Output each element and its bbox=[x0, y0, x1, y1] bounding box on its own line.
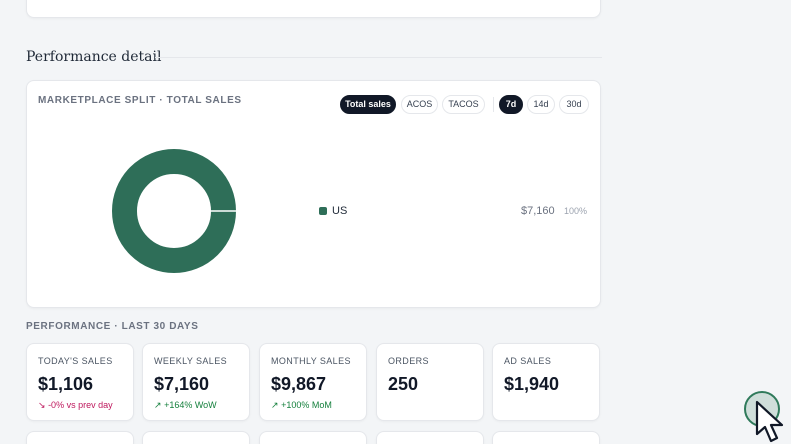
metric-value: $1,940 bbox=[504, 374, 560, 394]
metric-card-partial bbox=[259, 431, 367, 444]
section-divider bbox=[155, 57, 602, 58]
metric-delta: ↘ -0% vs prev day bbox=[38, 400, 113, 411]
donut-slice-us[interactable] bbox=[112, 149, 236, 273]
arrow-down-right-icon: ↘ bbox=[38, 400, 46, 410]
legend-swatch-us bbox=[319, 207, 327, 215]
metric-card-todays-sales[interactable]: TODAY'S SALES $1,106 ↘ -0% vs prev day bbox=[26, 343, 134, 421]
metric-card-ad-sales[interactable]: AD SALES $1,940 bbox=[492, 343, 600, 421]
tab-divider bbox=[493, 97, 494, 112]
metric-card-partial bbox=[26, 431, 134, 444]
metric-card-orders[interactable]: ORDERS 250 bbox=[376, 343, 484, 421]
range-30d[interactable]: 30d bbox=[559, 95, 589, 114]
metric-card-partial bbox=[492, 431, 600, 444]
section-title: Performance detail bbox=[26, 49, 162, 65]
metric-delta-text: -0% vs prev day bbox=[48, 400, 113, 410]
tab-acos[interactable]: ACOS bbox=[401, 95, 438, 114]
metric-label: TODAY'S SALES bbox=[38, 356, 113, 366]
marketplace-donut-chart bbox=[112, 149, 237, 273]
tab-total-sales[interactable]: Total sales bbox=[340, 95, 396, 114]
metric-delta: ↗ +164% WoW bbox=[154, 400, 217, 411]
marketplace-split-title: MARKETPLACE SPLIT · TOTAL SALES bbox=[38, 95, 242, 106]
metric-value: $1,106 bbox=[38, 374, 94, 394]
arrow-up-right-icon: ↗ bbox=[154, 400, 162, 410]
metric-delta: ↗ +100% MoM bbox=[271, 400, 332, 411]
metric-delta-text: +100% MoM bbox=[281, 400, 332, 410]
metric-label: WEEKLY SALES bbox=[154, 356, 227, 366]
range-14d[interactable]: 14d bbox=[527, 95, 555, 114]
metric-value: $9,867 bbox=[271, 374, 327, 394]
marketplace-split-card: MARKETPLACE SPLIT · TOTAL SALES Total sa… bbox=[26, 80, 601, 308]
legend-label-us: US bbox=[332, 205, 348, 217]
metric-label: ORDERS bbox=[388, 356, 429, 366]
metric-value: $7,160 bbox=[154, 374, 210, 394]
performance-title: PERFORMANCE · LAST 30 DAYS bbox=[26, 321, 199, 332]
metric-label: AD SALES bbox=[504, 356, 552, 366]
metric-delta-text: +164% WoW bbox=[164, 400, 217, 410]
metric-card-partial bbox=[142, 431, 250, 444]
legend-value-us: $7,160 bbox=[521, 205, 555, 217]
summary-card-top bbox=[26, 0, 601, 18]
tab-tacos[interactable]: TACOS bbox=[442, 95, 485, 114]
metric-value: 250 bbox=[388, 374, 419, 394]
metric-card-monthly-sales[interactable]: MONTHLY SALES $9,867 ↗ +100% MoM bbox=[259, 343, 367, 421]
legend-pct-us: 100% bbox=[564, 206, 588, 216]
arrow-up-right-icon: ↗ bbox=[271, 400, 279, 410]
metric-card-weekly-sales[interactable]: WEEKLY SALES $7,160 ↗ +164% WoW bbox=[142, 343, 250, 421]
range-7d[interactable]: 7d bbox=[499, 95, 523, 114]
metric-card-partial bbox=[376, 431, 484, 444]
mouse-pointer-icon bbox=[755, 400, 784, 443]
metric-label: MONTHLY SALES bbox=[271, 356, 351, 366]
